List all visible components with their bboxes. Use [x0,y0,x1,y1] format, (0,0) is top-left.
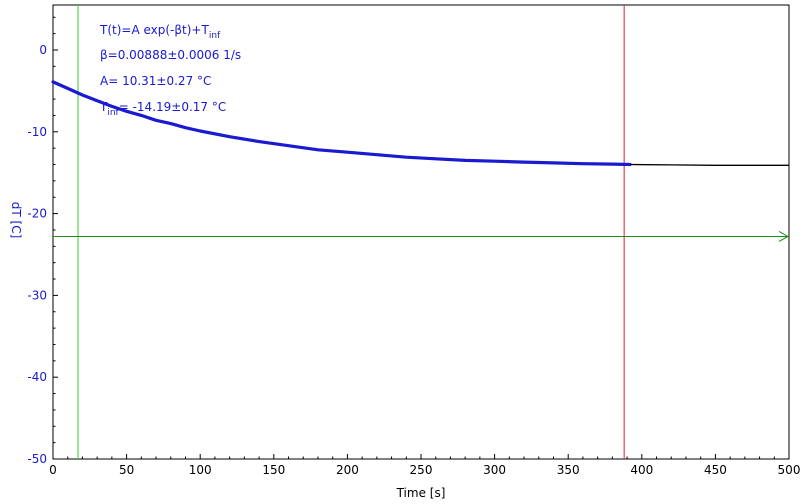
x-tick-label: 500 [778,463,800,477]
x-tick-label: 250 [410,463,433,477]
tinf-annotation: Tinf= -14.19±0.17 °C [99,100,226,118]
x-tick-label: 400 [630,463,653,477]
tinf-main: T [99,100,108,114]
beta-annotation: β=0.00888±0.0006 1/s [100,48,241,62]
x-axis: 0 50 100 150 200 250 300 350 400 450 500 [49,454,800,477]
x-tick-label: 200 [336,463,359,477]
horizontal-cursor-arrowhead [778,231,790,242]
y-tick-label: -20 [27,207,47,221]
y-tick-label: -30 [27,288,47,302]
y-tick-label: 0 [39,43,47,57]
y-axis: 0 -10 -20 -30 -40 -50 [27,16,58,466]
y-tick-label: -50 [27,452,47,466]
y-tick-label: -40 [27,370,47,384]
measured-tail-curve [629,163,789,166]
x-tick-label: 0 [49,463,57,477]
amplitude-annotation: A= 10.31±0.27 °C [100,74,211,88]
y-tick-label: -10 [27,125,47,139]
fit-formula-subscript: inf [209,31,221,41]
x-tick-label: 450 [704,463,727,477]
x-tick-label: 50 [119,463,134,477]
tinf-subscript: inf [107,108,119,118]
x-tick-label: 300 [483,463,506,477]
fit-formula-annotation: T(t)=A exp(-βt)+Tinf [99,23,221,41]
x-tick-label: 350 [557,463,580,477]
fit-curve [51,80,632,167]
x-tick-label: 150 [262,463,285,477]
fit-formula-main: T(t)=A exp(-βt)+T [99,23,209,37]
x-tick-label: 100 [189,463,212,477]
tinf-value: = -14.19±0.17 °C [119,100,227,114]
y-axis-title: dT [C] [9,202,23,239]
x-axis-title: Time [s] [396,486,446,500]
